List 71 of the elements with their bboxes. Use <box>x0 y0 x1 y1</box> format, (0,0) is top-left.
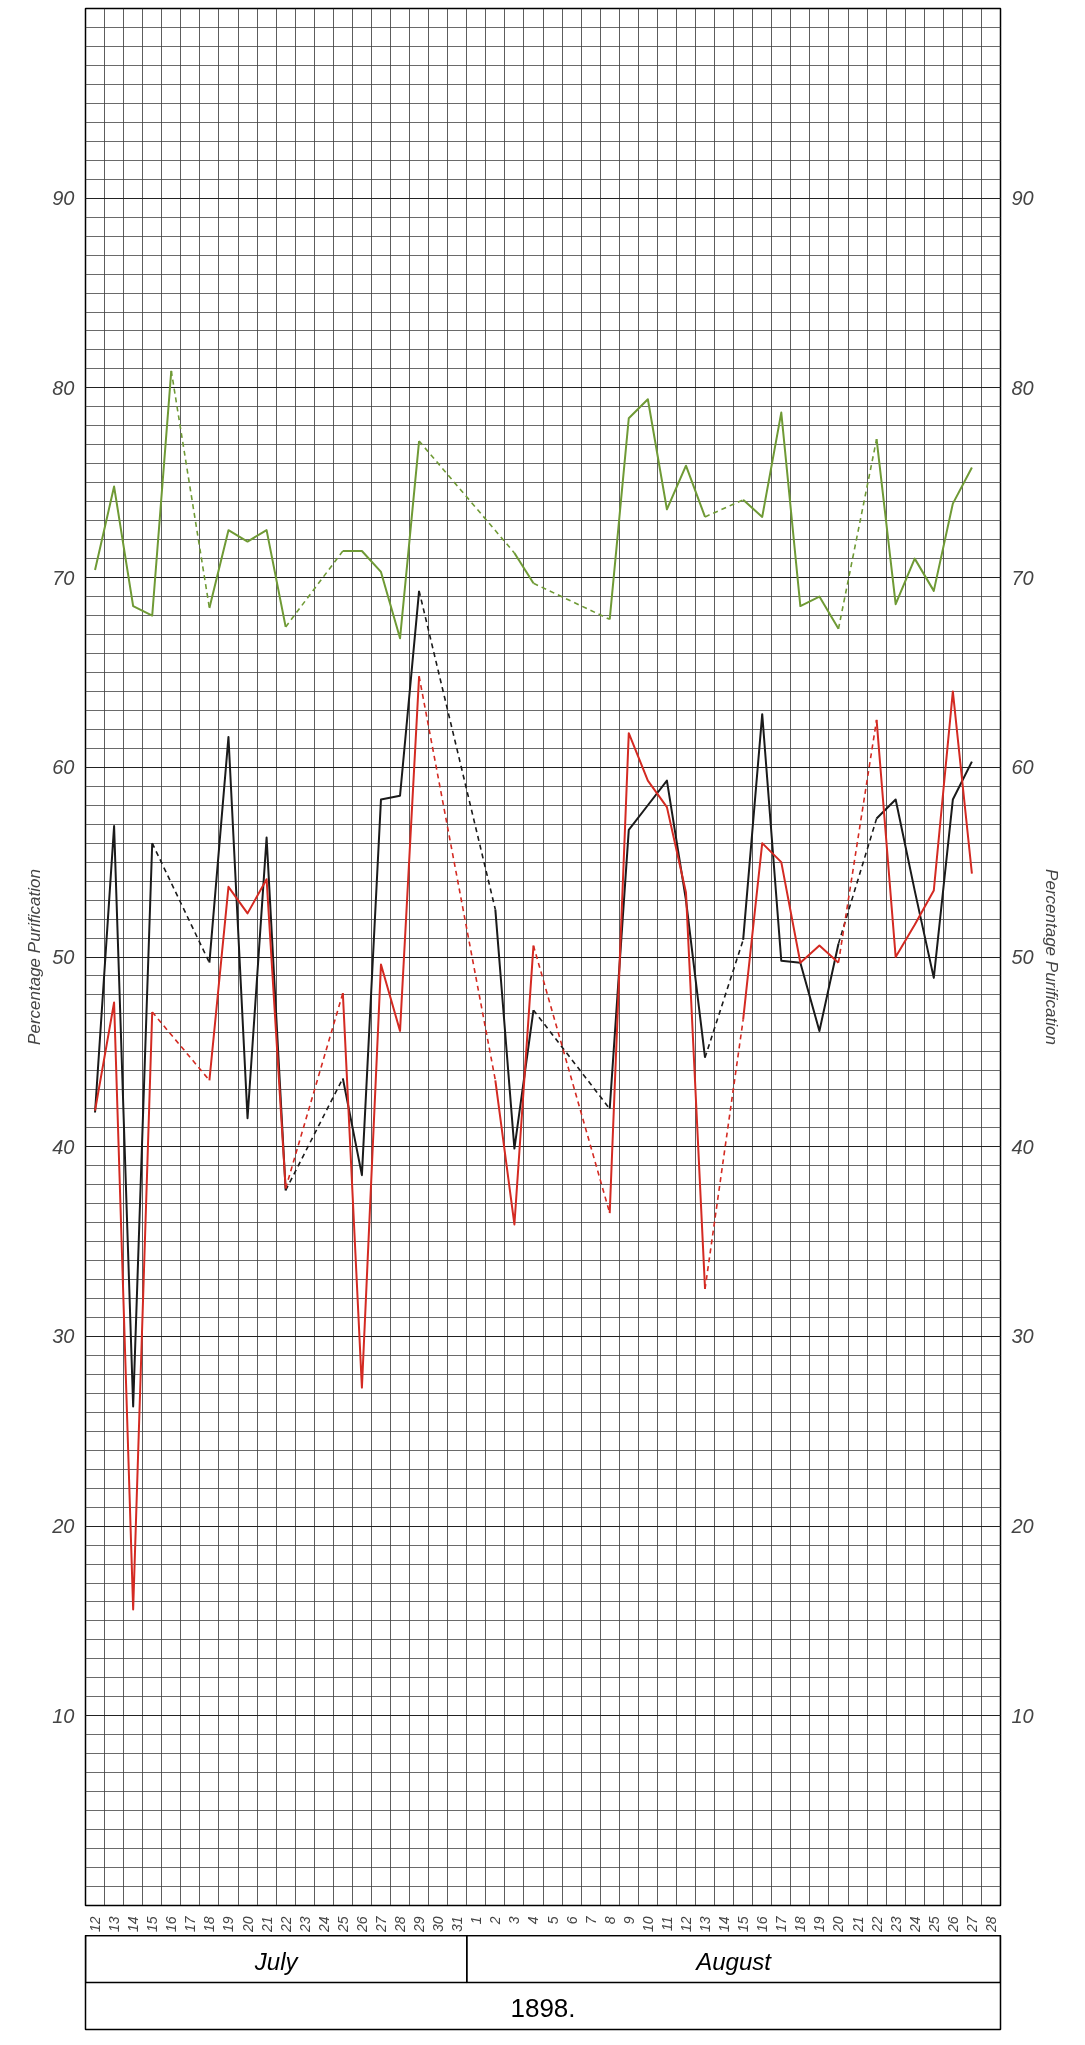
x-tick-label: 25 <box>925 1916 942 1934</box>
x-tick-label: 12 <box>677 1916 694 1933</box>
x-tick-label: 22 <box>868 1916 885 1934</box>
x-tick-label: 8 <box>601 1916 618 1925</box>
x-tick-label: 28 <box>982 1916 999 1934</box>
x-tick-label: 12 <box>87 1916 104 1933</box>
x-tick-label: 6 <box>563 1916 580 1925</box>
y-tick-label: 30 <box>52 1325 75 1348</box>
x-tick-label: 30 <box>430 1916 447 1933</box>
x-tick-label: 4 <box>525 1916 542 1925</box>
x-tick-label: 26 <box>353 1916 370 1934</box>
y2-tick-label: 80 <box>1011 376 1034 399</box>
x-tick-label: 18 <box>201 1916 218 1933</box>
y2-tick-label: 60 <box>1011 756 1034 779</box>
x-tick-label: 21 <box>849 1916 866 1934</box>
x-tick-label: 3 <box>506 1916 523 1925</box>
y-tick-label: 40 <box>52 1135 75 1158</box>
x-tick-label: 25 <box>334 1916 351 1934</box>
y2-tick-label: 30 <box>1011 1325 1034 1348</box>
x-tick-label: 20 <box>830 1916 847 1934</box>
x-tick-label: 24 <box>906 1916 923 1934</box>
y2-tick-label: 40 <box>1011 1135 1034 1158</box>
x-tick-label: 2 <box>487 1916 504 1926</box>
x-tick-label: 20 <box>239 1916 256 1934</box>
y2-tick-label: 50 <box>1011 946 1034 968</box>
y-axis-title: Percentage Purification <box>25 869 45 1045</box>
y2-axis-title: Percentage Purification <box>1041 869 1061 1045</box>
y2-tick-label: 90 <box>1011 187 1034 210</box>
x-tick-label: 22 <box>277 1916 294 1934</box>
y-tick-label: 10 <box>52 1704 75 1727</box>
x-tick-label: 9 <box>620 1916 637 1925</box>
x-axis-title: 1898. <box>510 1993 576 2024</box>
x-tick-label: 1 <box>468 1916 485 1925</box>
x-tick-label: 27 <box>963 1915 980 1934</box>
x-tick-label: 18 <box>792 1916 809 1933</box>
x-tick-label: 19 <box>811 1916 828 1933</box>
x-tick-label: 24 <box>315 1916 332 1934</box>
x-tick-label: 28 <box>392 1916 409 1934</box>
x-tick-label: 15 <box>735 1916 752 1933</box>
y-tick-label: 90 <box>52 187 75 210</box>
x-tick-label: 21 <box>258 1916 275 1934</box>
x-tick-label: 19 <box>220 1916 237 1933</box>
x-tick-label: 31 <box>449 1916 466 1933</box>
x-tick-label: 16 <box>163 1916 180 1933</box>
x-tick-label: 5 <box>544 1916 561 1925</box>
x-tick-label: 14 <box>716 1916 733 1933</box>
x-tick-label: 14 <box>125 1916 142 1933</box>
x-tick-label: 13 <box>697 1916 714 1933</box>
x-tick-label: 23 <box>296 1916 313 1934</box>
y2-tick-label: 20 <box>1010 1515 1034 1538</box>
y-tick-label: 80 <box>52 376 75 399</box>
y-tick-label: 60 <box>52 756 75 779</box>
x-tick-label: 17 <box>773 1915 790 1933</box>
x-tick-label: 23 <box>887 1916 904 1934</box>
y2-tick-label: 10 <box>1011 1704 1034 1727</box>
x-tick-label: 27 <box>372 1915 389 1934</box>
x-tick-label: 7 <box>582 1915 599 1925</box>
x-tick-label: 29 <box>411 1916 428 1934</box>
y-tick-label: 70 <box>52 566 75 589</box>
x-tick-label: 26 <box>944 1916 961 1934</box>
y-tick-label: 50 <box>52 946 75 968</box>
y2-tick-label: 70 <box>1011 566 1034 589</box>
x-tick-label: 15 <box>144 1916 161 1933</box>
text: July <box>253 1947 300 1975</box>
y-tick-label: 20 <box>51 1515 75 1538</box>
text: August <box>694 1947 773 1975</box>
x-tick-label: 17 <box>182 1915 199 1933</box>
x-tick-label: 16 <box>754 1916 771 1933</box>
x-tick-label: 10 <box>639 1916 656 1933</box>
x-tick-label: 13 <box>106 1916 123 1933</box>
x-tick-label: 11 <box>658 1916 675 1932</box>
